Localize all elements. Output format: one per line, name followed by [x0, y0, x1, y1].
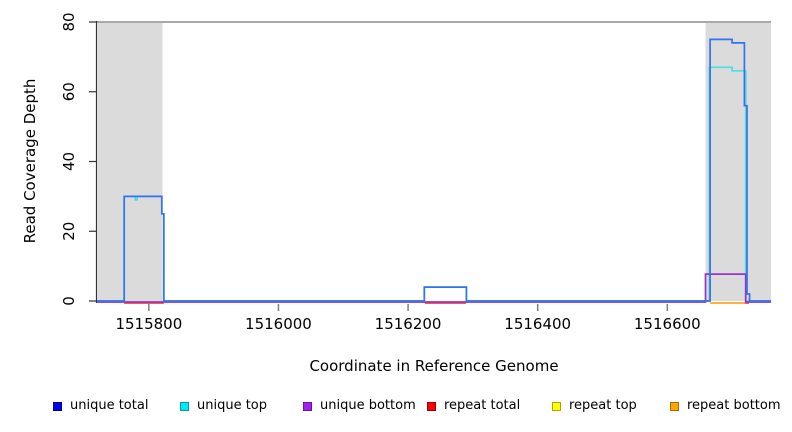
legend-label: repeat bottom	[687, 398, 781, 413]
shaded-region	[97, 22, 163, 301]
legend-item-unique-bottom: unique bottom	[303, 398, 416, 414]
x-tick-label: 1516200	[375, 315, 442, 333]
legend-label: repeat top	[569, 398, 637, 413]
legend-label: unique bottom	[320, 398, 416, 413]
x-tick-label: 1515800	[115, 315, 182, 333]
shaded-region	[705, 22, 771, 301]
coverage-plot: 0 20 40 60 80 1515800 1516000 1516200 1516400 151…	[60, 12, 771, 333]
legend-swatch-icon	[552, 401, 561, 411]
legend-item-repeat-top: repeat top	[552, 398, 637, 414]
legend-label: unique top	[197, 398, 268, 413]
legend-item-unique-top: unique top	[180, 398, 267, 414]
y-axis-title: Read Coverage Depth	[21, 78, 39, 244]
series-unique-bottom	[97, 273, 771, 303]
legend-item-unique-total: unique total	[53, 398, 148, 414]
y-tick-label: 20	[60, 222, 78, 241]
y-tick-label: 40	[60, 152, 78, 171]
legend-swatch-icon	[303, 401, 312, 411]
legend: unique total unique top unique bottom repea…	[0, 398, 792, 418]
x-tick-label: 1516400	[504, 315, 571, 333]
y-tick-label: 60	[60, 82, 78, 101]
y-tick-label: 80	[60, 12, 78, 31]
legend-swatch-icon	[53, 401, 62, 411]
legend-item-repeat-bottom: repeat bottom	[670, 398, 781, 414]
legend-label: unique total	[70, 398, 149, 413]
x-axis-title: Coordinate in Reference Genome	[309, 357, 559, 375]
legend-swatch-icon	[180, 401, 189, 411]
y-tick-label: 0	[60, 296, 78, 306]
series-unique-total	[97, 38, 771, 302]
x-tick-label: 1516600	[634, 315, 701, 333]
legend-item-repeat-total: repeat total	[427, 398, 520, 414]
x-tick-label: 1516000	[245, 315, 312, 333]
legend-swatch-icon	[670, 401, 679, 411]
series-unique-top	[97, 66, 771, 302]
legend-swatch-icon	[427, 401, 436, 411]
legend-label: repeat total	[444, 398, 521, 413]
